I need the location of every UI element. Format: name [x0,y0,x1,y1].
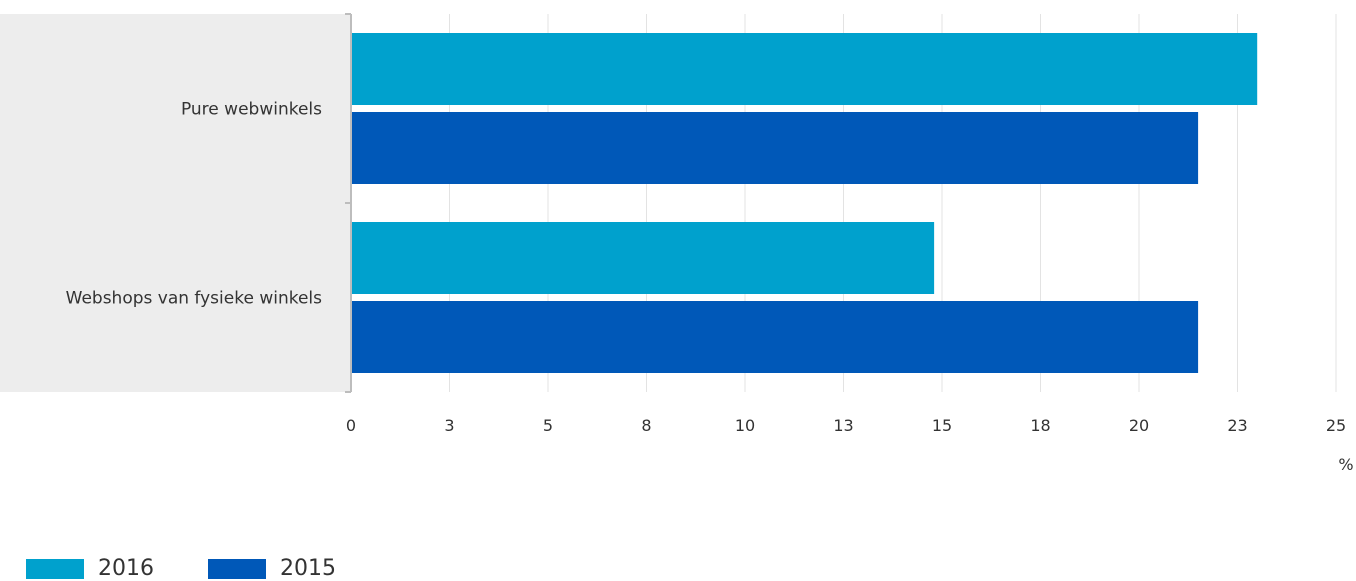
legend: 2016 2015 [26,556,390,581]
legend-item: 2016 [26,556,154,581]
legend-swatch [26,558,84,579]
x-tick-label: 5 [543,416,553,435]
x-tick-label: 18 [1030,416,1050,435]
category-label-background [0,14,351,392]
bar-2016-0 [352,33,1258,105]
category-label: Webshops van fysieke winkels [66,289,323,309]
x-tick-label: 13 [833,416,853,435]
bar-2015-1 [352,301,1199,373]
x-tick-label: 20 [1129,416,1149,435]
x-tick-label: 0 [346,416,356,435]
category-labels: Pure webwinkels Webshops van fysieke wink… [66,100,323,309]
x-tick-label: 15 [932,416,952,435]
legend-label: 2016 [98,556,154,581]
bars [352,33,1258,373]
x-unit-label: % [1338,455,1353,474]
x-tick-label: 23 [1227,416,1247,435]
x-tick-label: 25 [1326,416,1346,435]
legend-item: 2015 [208,556,336,581]
category-label: Pure webwinkels [181,100,322,120]
bar-2016-1 [352,222,935,294]
category-axis [345,13,352,393]
bar-2015-0 [352,112,1199,184]
x-tick-label: 10 [735,416,755,435]
x-tick-label: 8 [641,416,651,435]
legend-label: 2015 [280,556,336,581]
x-tick-labels: 0 3 5 8 10 13 15 18 20 23 25 [346,416,1346,435]
legend-swatch [208,558,266,579]
x-tick-label: 3 [444,416,454,435]
